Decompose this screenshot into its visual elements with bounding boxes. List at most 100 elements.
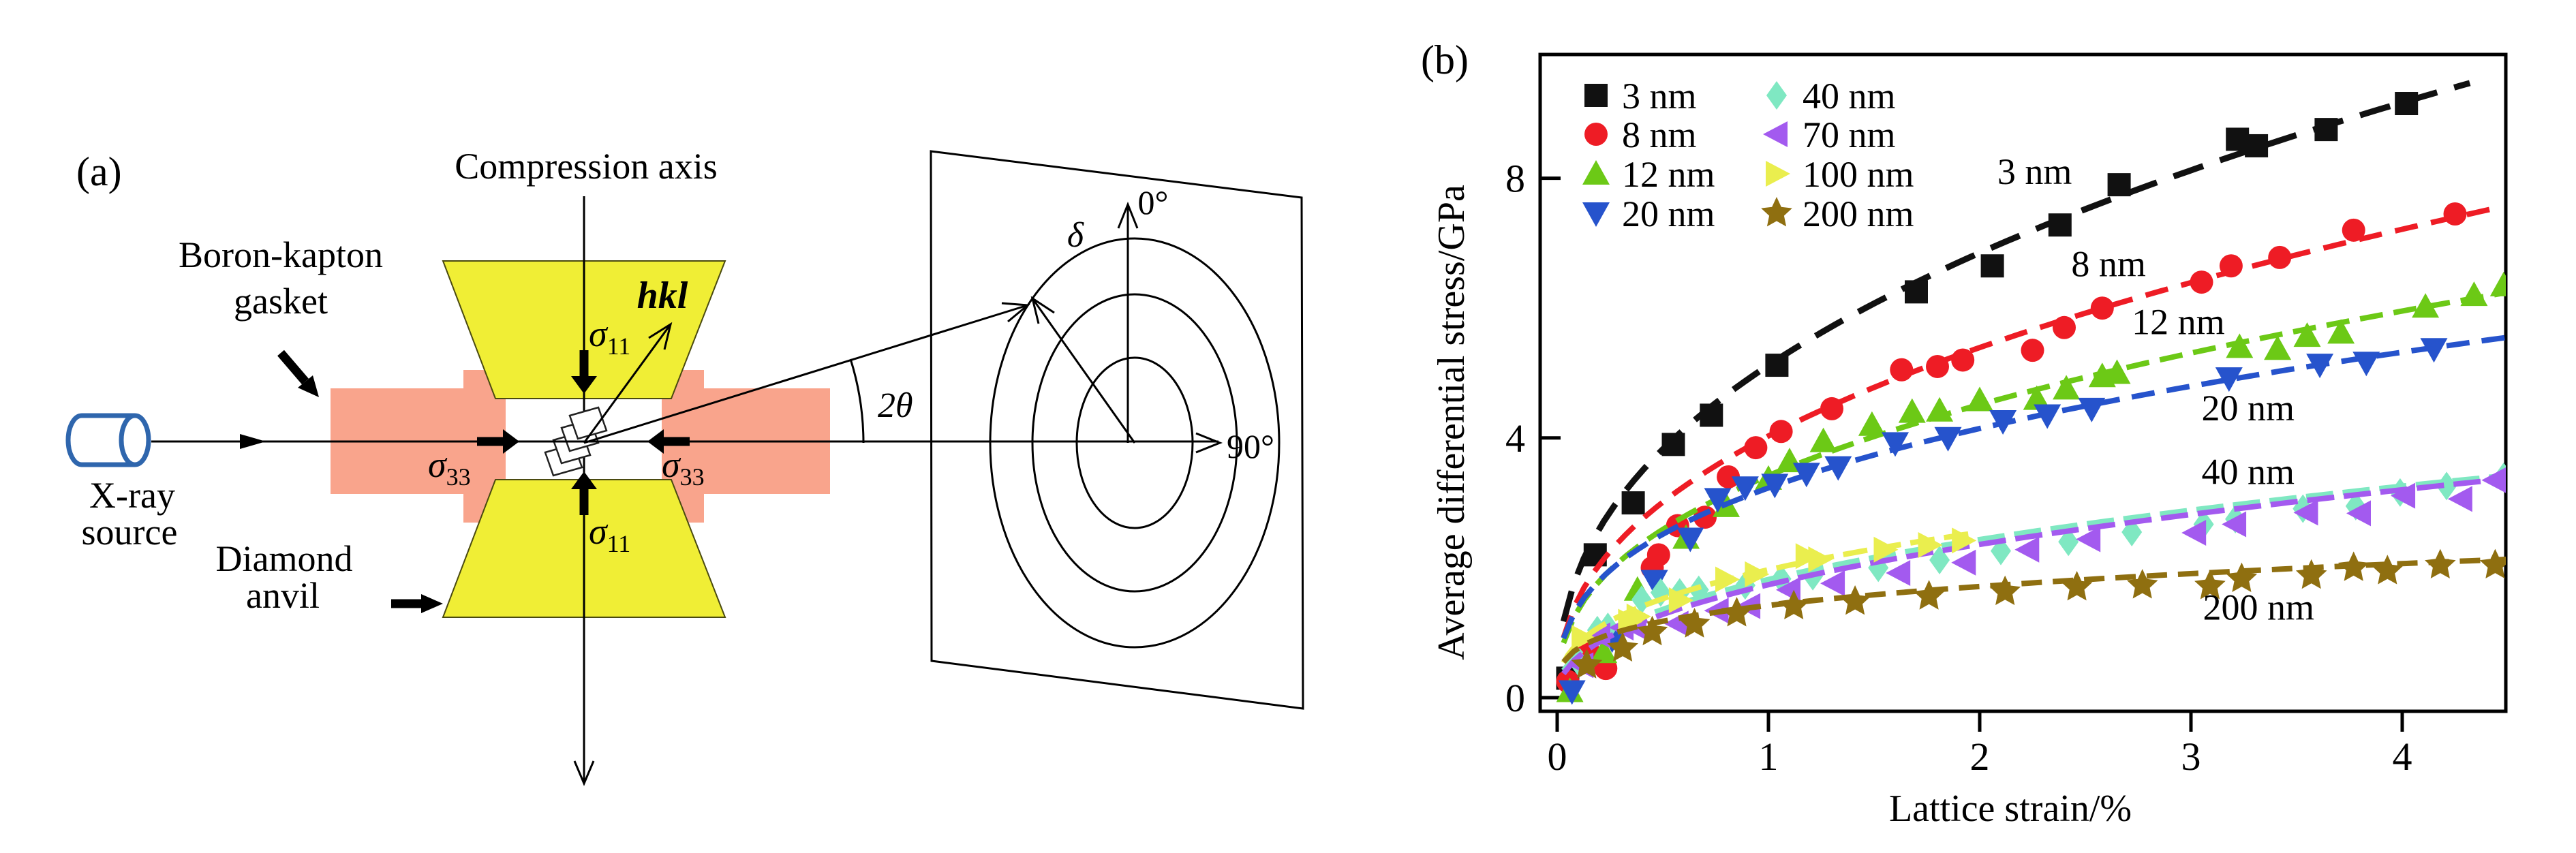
point-70nm (2222, 511, 2247, 538)
point-12nm (2489, 271, 2506, 296)
legend-marker-8nm (1584, 123, 1608, 146)
point-40nm (1770, 564, 1792, 593)
point-40nm (2436, 471, 2457, 501)
point-70nm (2181, 519, 2207, 546)
point-12nm (2264, 335, 2292, 360)
point-3nm (1700, 403, 1723, 427)
point-3nm (2245, 134, 2269, 157)
point-3nm (1621, 491, 1645, 515)
point-20nm (2420, 338, 2448, 363)
axis-ticks: 0 1 2 3 4 0 4 8 (1505, 157, 2412, 779)
xray-source-icon (65, 413, 151, 467)
point-200nm (1989, 575, 2021, 606)
compression-axis-arrowhead (573, 760, 595, 786)
point-100nm (1571, 625, 1597, 651)
panel-a-diagram: (a) Compression axis Boron-kapton gasket… (65, 146, 1304, 786)
point-8nm (1769, 420, 1793, 444)
point-20nm (1731, 476, 1759, 501)
point-8nm (2021, 339, 2044, 362)
point-12nm (2460, 281, 2488, 307)
point-3nm (1905, 280, 1928, 304)
series-40nm (1561, 462, 2506, 677)
point-12nm (2226, 333, 2254, 358)
legend-item-20nm: 20 nm (1582, 193, 1715, 234)
point-8nm (2190, 270, 2213, 294)
point-8nm (1693, 506, 1717, 529)
point-3nm (1765, 354, 1789, 377)
point-100nm (1715, 566, 1740, 593)
series-annotations: 3 nm 8 nm 12 nm 20 nm 40 nm 200 nm (1997, 151, 2314, 627)
point-8nm (2342, 218, 2365, 242)
panel-a-label: (a) (76, 149, 122, 194)
xray-source-label-line1: X-ray (89, 475, 175, 516)
gasket-left-block (331, 370, 506, 523)
legend-label-100nm: 100 nm (1803, 154, 1914, 195)
point-200nm (1571, 649, 1603, 679)
point-12nm (1809, 427, 1837, 452)
delta-label: δ (1067, 216, 1084, 255)
x-axis-title: Lattice strain/% (1889, 788, 2132, 830)
y-tick-label-8: 8 (1505, 157, 1525, 201)
point-8nm (1926, 354, 1949, 378)
fit-line-70nm (1561, 476, 2506, 676)
two-theta-arc (849, 358, 865, 444)
fit-line-40nm (1561, 473, 2506, 672)
plot-frame (1538, 52, 2508, 713)
point-200nm (2337, 551, 2370, 581)
sigma33-label-right: σ33 (662, 444, 705, 491)
x-tick-label-0: 0 (1548, 734, 1567, 779)
hkl-arrowhead (648, 322, 673, 350)
legend-label-12nm: 12 nm (1622, 154, 1715, 195)
ring-90deg-label: 90° (1227, 427, 1274, 465)
point-200nm (1678, 608, 1711, 638)
point-70nm (2481, 467, 2506, 493)
point-12nm (2103, 359, 2131, 384)
legend-marker-3nm (1584, 84, 1608, 107)
point-3nm (1980, 254, 2004, 278)
point-20nm (2034, 404, 2061, 429)
gasket-right-block (662, 370, 830, 523)
point-12nm (1926, 397, 1954, 422)
point-20nm (1824, 456, 1852, 481)
series-70nm (1561, 467, 2506, 679)
point-20nm (2352, 352, 2380, 377)
point-8nm (2219, 254, 2243, 278)
point-12nm (2023, 385, 2051, 410)
point-200nm (2226, 562, 2258, 592)
legend-item-12nm: 12 nm (1582, 154, 1715, 195)
point-3nm (2395, 92, 2419, 116)
point-20nm (2306, 354, 2334, 379)
point-12nm (2412, 293, 2440, 318)
legend-item-70nm: 70 nm (1763, 114, 1896, 155)
fit-line-20nm (1561, 335, 2506, 640)
xray-source-label-line2: source (82, 512, 178, 553)
y-axis-title: Average differential stress/GPa (1430, 185, 1473, 660)
ring-0deg-label: 0° (1138, 183, 1169, 221)
gasket-shapes (331, 370, 830, 523)
detector-plane (930, 150, 1304, 710)
gasket-callout-arrow (277, 350, 319, 397)
hkl-label: hkl (637, 275, 688, 317)
sigma33-label-left: σ33 (428, 444, 471, 491)
two-theta-label: 2θ (878, 386, 913, 425)
point-100nm (1952, 527, 1977, 554)
point-200nm (1636, 615, 1668, 646)
point-20nm (1704, 488, 1732, 513)
legend-label-200nm: 200 nm (1803, 193, 1914, 234)
legend-marker-20nm (1582, 202, 1610, 227)
legend-label-20nm: 20 nm (1622, 193, 1715, 234)
y-tick-label-0: 0 (1505, 676, 1525, 720)
legend-marker-70nm (1763, 121, 1788, 147)
series-12nm (1556, 271, 2506, 702)
point-12nm (1858, 411, 1886, 436)
point-100nm (1808, 546, 1833, 573)
point-200nm (1721, 597, 1753, 627)
annotation-3nm: 3 nm (1997, 151, 2072, 192)
point-40nm (1929, 545, 1950, 574)
point-100nm (1918, 532, 1943, 559)
anvil-label-line2: anvil (246, 575, 320, 616)
point-3nm (1661, 433, 1685, 456)
point-12nm (2327, 319, 2355, 344)
point-100nm (1668, 587, 1693, 614)
